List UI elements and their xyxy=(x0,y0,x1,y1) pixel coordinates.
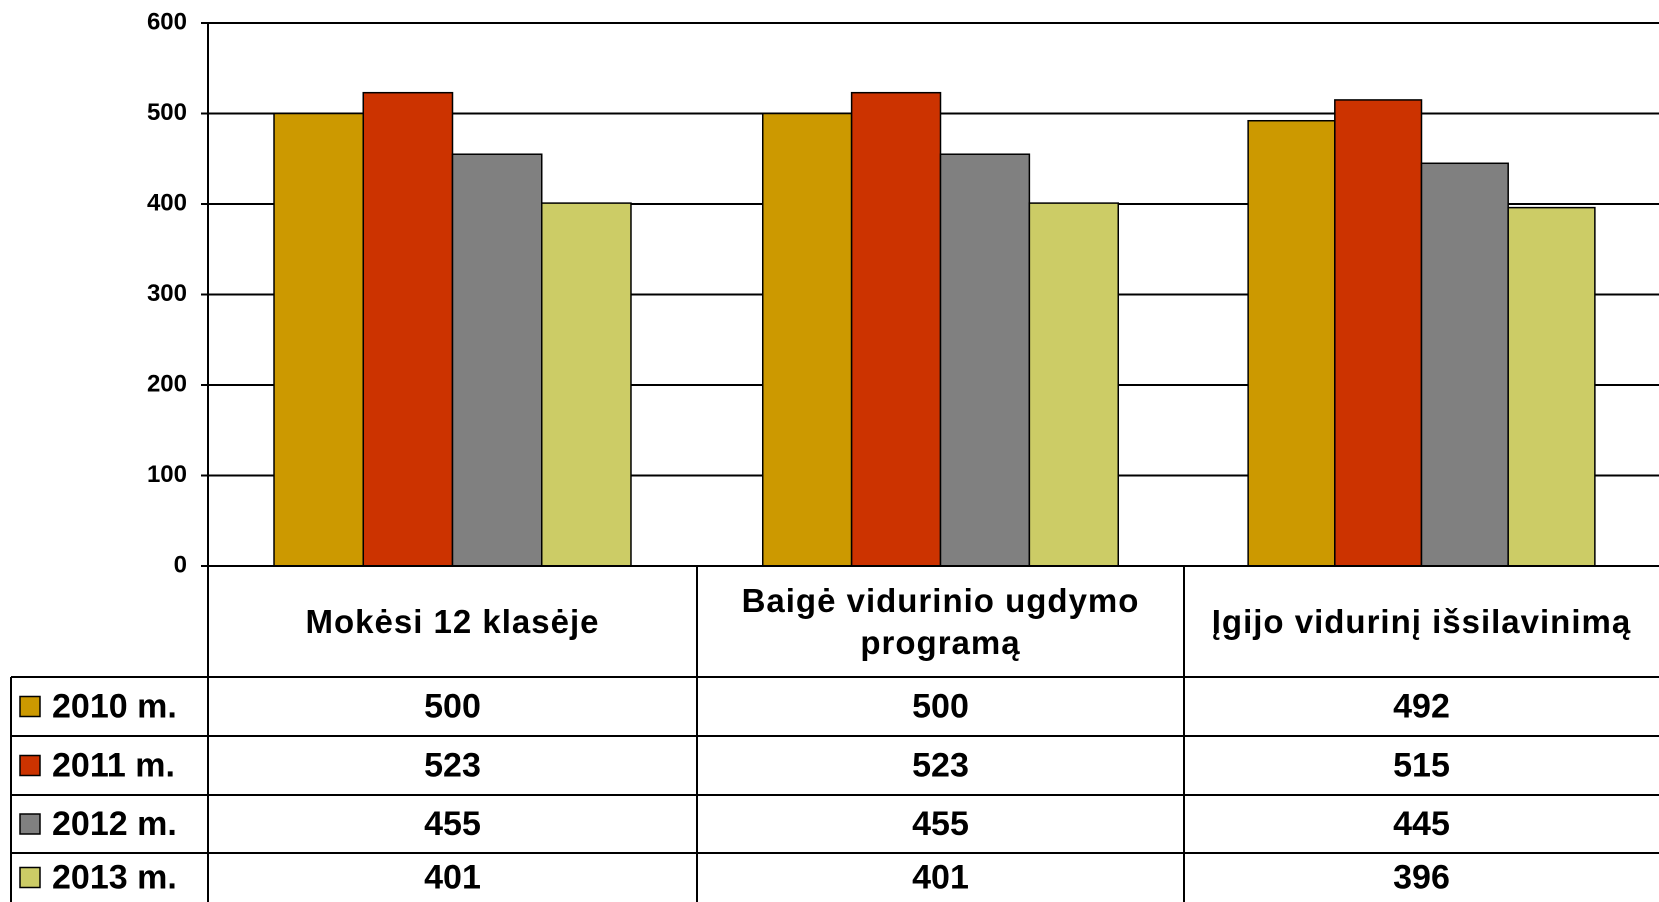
category-cell: Baigė vidurinio ugdymo programą xyxy=(741,582,1140,661)
table-value: 523 xyxy=(424,746,481,784)
legend-label: 2010 m. xyxy=(52,687,177,725)
table-value: 455 xyxy=(912,805,969,843)
legend-label: 2013 m. xyxy=(52,858,177,896)
bar xyxy=(1420,162,1509,567)
table-value: 455 xyxy=(424,805,481,843)
table-value: 401 xyxy=(424,858,481,896)
y-tick-label: 200 xyxy=(147,370,187,397)
bar xyxy=(273,112,365,567)
bar xyxy=(939,153,1031,567)
y-tick-label: 500 xyxy=(147,99,187,126)
table-value: 396 xyxy=(1393,858,1450,896)
y-tick-label: 300 xyxy=(147,280,187,307)
bar xyxy=(1028,202,1120,567)
table-value: 523 xyxy=(912,746,969,784)
legend-label: 2012 m. xyxy=(52,805,177,843)
legend-label: 2011 m. xyxy=(52,746,175,784)
table-value: 515 xyxy=(1393,746,1450,784)
category-cell: Mokėsi 12 klasėje xyxy=(305,602,600,640)
legend-swatch xyxy=(19,866,41,889)
table-value: 445 xyxy=(1393,805,1450,843)
legend-swatch xyxy=(19,754,41,777)
x-tick-label: Baigė vidurinio ugdymo programą xyxy=(741,582,1140,661)
y-tick-label: 0 xyxy=(174,551,187,578)
bar xyxy=(1247,119,1336,567)
x-tick-label: Įgijo vidurinį išsilavinimą xyxy=(1211,602,1632,640)
y-tick-label: 100 xyxy=(147,461,187,488)
y-tick-label: 400 xyxy=(147,189,187,216)
bar xyxy=(1507,206,1596,567)
legend-swatch xyxy=(19,695,41,718)
table-value: 401 xyxy=(912,858,969,896)
table-value: 500 xyxy=(424,687,481,725)
bar xyxy=(362,91,454,567)
category-cell: Įgijo vidurinį išsilavinimą xyxy=(1211,602,1632,640)
table-value: 492 xyxy=(1393,687,1450,725)
bar xyxy=(761,112,853,567)
bar xyxy=(850,91,942,567)
bar xyxy=(451,153,543,567)
y-tick-label: 600 xyxy=(147,8,187,35)
legend-swatch xyxy=(19,813,41,835)
bar xyxy=(1334,99,1423,567)
table-value: 500 xyxy=(912,687,969,725)
x-tick-label: Mokėsi 12 klasėje xyxy=(305,602,600,640)
bar xyxy=(540,202,632,567)
